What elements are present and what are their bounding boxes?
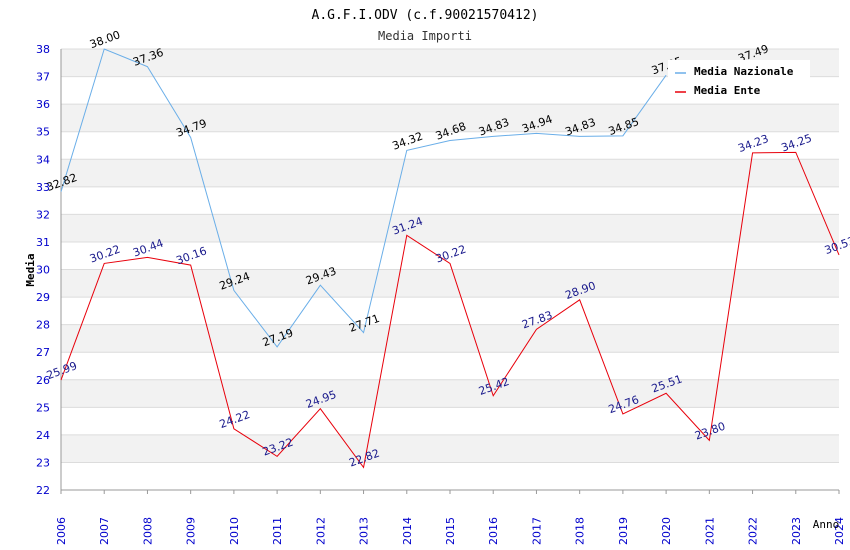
- grid-band: [61, 214, 839, 242]
- grid-band: [61, 324, 839, 353]
- x-tick-label: 2016: [487, 517, 500, 545]
- data-label-ente: 34.25: [780, 132, 814, 155]
- x-tick-label: 2017: [530, 517, 543, 545]
- x-tick-label: 2011: [271, 517, 284, 545]
- y-tick-label: 27: [36, 346, 50, 359]
- x-axis-label: Anno: [813, 518, 840, 531]
- x-tick-label: 2012: [314, 517, 327, 545]
- grid-band: [61, 269, 839, 298]
- x-tick-label: 2023: [790, 517, 803, 545]
- grid-band: [61, 159, 839, 187]
- x-tick-label: 2020: [660, 517, 673, 545]
- legend-label-ente: Media Ente: [694, 84, 761, 97]
- y-tick-label: 23: [36, 456, 50, 469]
- y-tick-label: 36: [36, 98, 50, 111]
- y-tick-label: 35: [36, 126, 50, 139]
- data-label-nazionale: 34.32: [391, 130, 425, 153]
- series-line-ente: [60, 151, 840, 469]
- legend: Media Nazionale Media Ente: [668, 60, 810, 102]
- x-tick-label: 2007: [98, 517, 111, 545]
- y-tick-label: 29: [36, 291, 50, 304]
- x-tick-label: 2022: [747, 517, 760, 545]
- legend-label-nazionale: Media Nazionale: [694, 65, 794, 78]
- chart-subtitle: Media Importi: [378, 29, 472, 43]
- y-tick-label: 22: [36, 484, 50, 497]
- x-tick-label: 2014: [401, 517, 414, 545]
- data-label-ente: 24.22: [218, 408, 252, 431]
- y-axis-label: Media: [24, 253, 37, 286]
- x-tick-label: 2024: [833, 517, 846, 545]
- data-label-ente: 30.22: [88, 243, 122, 266]
- series-line-nazionale: [60, 48, 667, 348]
- x-tick-label: 2018: [574, 517, 587, 545]
- x-tick-label: 2009: [185, 517, 198, 545]
- y-tick-label: 26: [36, 374, 50, 387]
- data-label-nazionale: 38.00: [88, 28, 122, 51]
- grid-bands: [61, 49, 839, 463]
- x-tick-label: 2008: [141, 517, 154, 545]
- grid-band: [61, 434, 839, 463]
- y-axis-ticks: 22 23 24 25 26 27 28 29 30 31 32 33 34 35 36 37 38: [36, 43, 50, 497]
- x-tick-label: 2015: [444, 517, 457, 545]
- y-tick-label: 25: [36, 401, 50, 414]
- y-tick-label: 30: [36, 264, 50, 277]
- y-tick-label: 24: [36, 429, 50, 442]
- legend-box: [668, 60, 810, 102]
- x-tick-label: 2010: [228, 517, 241, 545]
- data-label-ente: 30.16: [174, 244, 208, 267]
- x-tick-label: 2019: [617, 517, 630, 545]
- y-tick-label: 38: [36, 43, 50, 56]
- y-tick-label: 33: [36, 181, 50, 194]
- y-tick-label: 32: [36, 208, 50, 221]
- grid-band: [61, 379, 839, 408]
- x-axis-ticks: 2006 2007 2008 2009 2010 2011 2012 2013 2014 2015…: [55, 490, 846, 545]
- data-label-ente: 34.23: [736, 132, 770, 155]
- y-tick-label: 34: [36, 153, 50, 166]
- y-tick-label: 31: [36, 236, 50, 249]
- x-tick-label: 2006: [55, 517, 68, 545]
- chart-title: A.G.F.I.ODV (c.f.90021570412): [312, 8, 539, 23]
- x-tick-label: 2013: [358, 517, 371, 545]
- y-tick-label: 37: [36, 71, 50, 84]
- x-tick-label: 2021: [703, 517, 716, 545]
- y-tick-label: 28: [36, 319, 50, 332]
- data-label-ente: 30.22: [434, 243, 468, 266]
- series-lines: [60, 48, 840, 469]
- grid-band: [61, 104, 839, 132]
